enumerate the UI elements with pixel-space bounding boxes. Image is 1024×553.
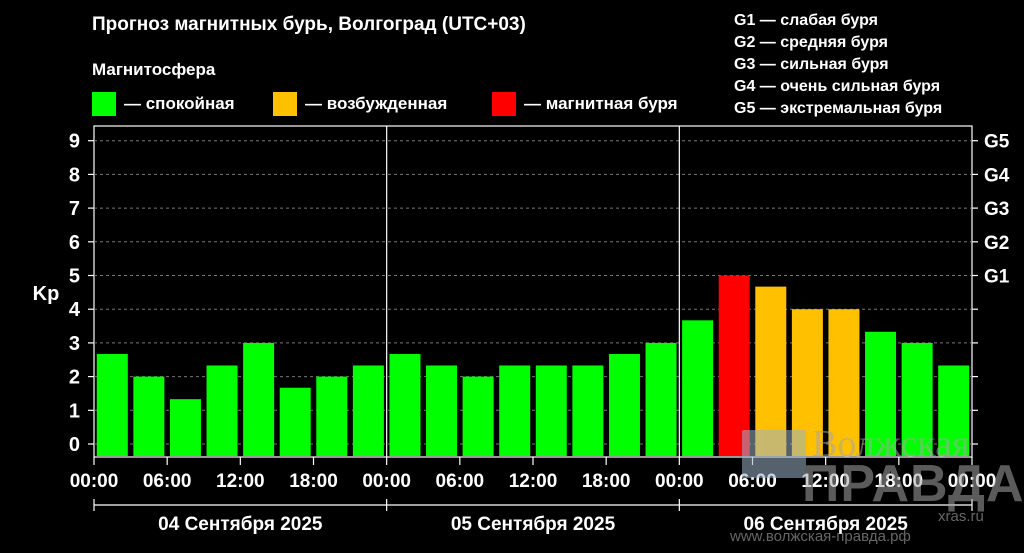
g-tick-label: G5 (984, 132, 1010, 153)
g-scale-legend: G1 — слабая буря G2 — средняя буря G3 — … (734, 10, 942, 120)
kp-bar (169, 399, 201, 456)
g-tick-label: G4 (984, 165, 1010, 186)
x-tick-label: 18:00 (875, 471, 924, 492)
legend-item-quiet: — спокойная (92, 92, 235, 116)
kp-bar (96, 354, 128, 456)
legend-label-storm: — магнитная буря (524, 94, 678, 113)
kp-bar (499, 365, 531, 456)
y-tick-label: 1 (69, 400, 80, 422)
y-tick-label: 5 (69, 266, 80, 288)
x-tick-label: 00:00 (362, 471, 411, 492)
kp-bar (279, 387, 311, 456)
x-tick-label: 00:00 (655, 471, 704, 492)
kp-bar (535, 365, 567, 456)
y-tick-label: 2 (69, 367, 80, 389)
g-legend-g5: G5 — экстремальная буря (734, 100, 943, 117)
kp-bar (243, 342, 275, 456)
legend-subtitle: Магнитосфера (92, 60, 216, 79)
x-tick-label: 00:00 (948, 471, 997, 492)
kp-bar (426, 365, 458, 456)
kp-bar (572, 365, 604, 456)
legend-swatch-active (273, 92, 297, 116)
kp-bar (938, 365, 970, 456)
kp-bar (645, 342, 677, 456)
watermark-line1: Волжская (812, 423, 970, 465)
watermark-crest-icon (742, 430, 806, 478)
g-tick-label: G1 (984, 267, 1010, 288)
date-label: 04 Сентября 2025 (158, 514, 323, 535)
x-tick-label: 18:00 (582, 471, 631, 492)
legend-label-quiet: — спокойная (124, 94, 235, 113)
g-tick-label: G2 (984, 233, 1009, 254)
legend-swatch-quiet (92, 92, 116, 116)
g-legend-g1: G1 — слабая буря (734, 12, 879, 29)
legend-swatch-storm (492, 92, 516, 116)
kp-bar (828, 309, 860, 456)
date-label: 05 Сентября 2025 (451, 514, 616, 535)
g-legend-g2: G2 — средняя буря (734, 34, 888, 51)
kp-bar (718, 275, 750, 456)
date-label: 06 Сентября 2025 (744, 514, 909, 535)
kp-bar (206, 365, 238, 456)
watermark: Волжская ПРАВДА xras.ru www.волжская-пра… (730, 423, 1024, 545)
x-tick-label: 18:00 (289, 471, 338, 492)
legend-label-active: — возбужденная (305, 94, 448, 113)
x-tick-label: 12:00 (801, 471, 850, 492)
y-tick-label: 7 (69, 198, 80, 220)
x-tick-label: 12:00 (509, 471, 558, 492)
x-tick-label: 00:00 (70, 471, 119, 492)
x-tick-label: 06:00 (436, 471, 485, 492)
y-tick-label: 0 (69, 434, 80, 456)
g-legend-g4: G4 — очень сильная буря (734, 78, 941, 95)
g-tick-label: G3 (984, 199, 1009, 220)
y-tick-label: 6 (69, 232, 80, 254)
x-tick-label: 06:00 (143, 471, 192, 492)
y-axis-label: Kp (33, 283, 60, 305)
g-legend-g3: G3 — сильная буря (734, 56, 889, 73)
legend-item-active: — возбужденная (273, 92, 447, 116)
kp-bar (352, 365, 384, 456)
watermark-url: www.волжская-правда.рф (730, 528, 911, 545)
legend-item-storm: — магнитная буря (492, 92, 678, 116)
y-tick-label: 3 (69, 333, 80, 355)
kp-bar (389, 354, 421, 456)
kp-bar (133, 376, 165, 456)
y-tick-label: 9 (69, 131, 80, 153)
watermark-line2: ПРАВДА (802, 455, 1024, 513)
kp-bar (316, 376, 348, 456)
y-tick-label: 4 (69, 299, 81, 321)
watermark-source: xras.ru (938, 508, 984, 525)
kp-bar (865, 331, 897, 456)
x-tick-label: 12:00 (216, 471, 265, 492)
kp-bar (608, 354, 640, 456)
kp-bar (755, 286, 787, 456)
kp-bar (682, 320, 714, 456)
kp-bar (462, 376, 494, 456)
kp-bar (901, 342, 933, 456)
y-tick-label: 8 (69, 164, 80, 186)
chart-title: Прогноз магнитных бурь, Волгоград (UTC+0… (92, 14, 526, 35)
